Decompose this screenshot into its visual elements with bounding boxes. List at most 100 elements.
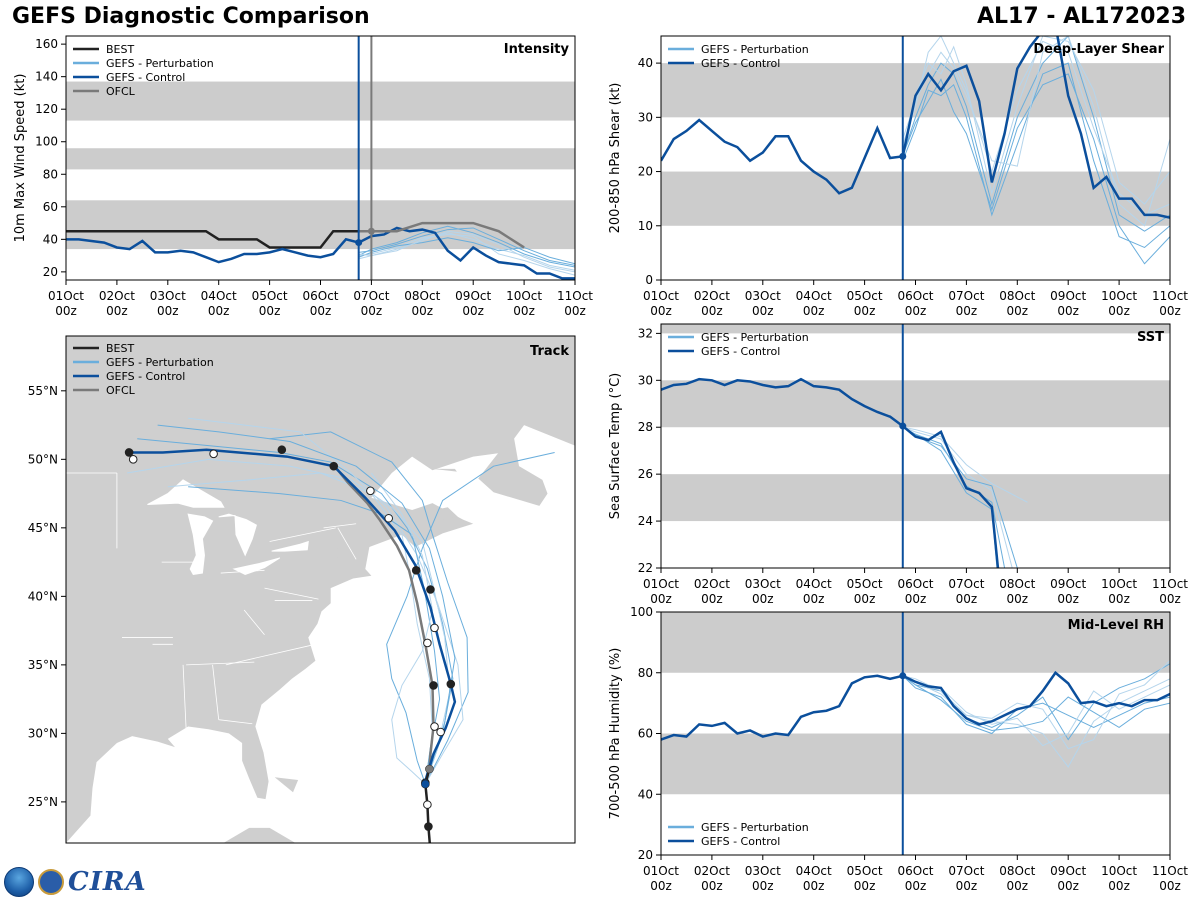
shear-threshold-band [661, 171, 1170, 226]
sst-x-tick-sublabel: 00z [1057, 592, 1079, 606]
rh-x-tick-label: 04Oct [796, 864, 832, 878]
rh-control-init-marker [899, 672, 907, 680]
intensity-legend-label: BEST [106, 43, 134, 56]
sst-x-tick-label: 01Oct [643, 577, 679, 591]
sst-title: SST [1137, 330, 1164, 345]
rh-x-tick-label: 10Oct [1101, 864, 1137, 878]
shear-legend-label: GEFS - Control [701, 57, 780, 70]
intensity-x-tick-sublabel: 00z [310, 304, 332, 318]
track-lake [232, 557, 281, 575]
rh-x-tick-sublabel: 00z [752, 879, 774, 893]
sst-legend-label: GEFS - Perturbation [701, 331, 809, 344]
track-ofcl-init-marker [425, 765, 434, 773]
shear-x-tick-sublabel: 00z [650, 304, 672, 318]
track-control-init-marker [421, 780, 430, 788]
shear-x-tick-sublabel: 00z [905, 304, 927, 318]
rh-panel: 2040608010001Oct00z02Oct00z03Oct00z04Oct… [608, 605, 1188, 893]
intensity-x-tick-label: 03Oct [150, 289, 186, 303]
track-gefs-control-line [127, 448, 457, 785]
sst-y-tick-label: 24 [638, 514, 653, 528]
rh-title: Mid-Level RH [1068, 618, 1164, 633]
intensity-gefs-control-line [66, 226, 575, 280]
noaa-logo-icon [4, 867, 34, 897]
intensity-y-tick-label: 160 [35, 37, 58, 51]
intensity-panel: 2040608010012014016001Oct00z02Oct00z03Oc… [13, 35, 593, 318]
sst-y-tick-label: 32 [638, 326, 653, 340]
sst-x-tick-sublabel: 00z [1159, 592, 1181, 606]
track-perturbation-member [167, 472, 433, 785]
track-position-marker [329, 461, 339, 471]
sst-panel: 22242628303201Oct00z02Oct00z03Oct00z04Oc… [608, 323, 1188, 606]
track-land [66, 336, 575, 843]
shear-x-tick-label: 09Oct [1050, 289, 1086, 303]
intensity-x-tick-sublabel: 00z [208, 304, 230, 318]
track-plot-area [66, 336, 575, 843]
intensity-x-tick-label: 09Oct [455, 289, 491, 303]
shear-x-tick-label: 03Oct [745, 289, 781, 303]
track-lat-tick-label: 40°N [28, 589, 58, 603]
track-border-line [323, 523, 357, 529]
sst-control-init-marker [899, 422, 907, 430]
rh-x-tick-sublabel: 00z [803, 879, 825, 893]
track-land [330, 541, 338, 560]
rh-legend-label: GEFS - Control [701, 835, 780, 848]
intensity-x-tick-sublabel: 00z [361, 304, 383, 318]
track-ofcl-line [333, 465, 435, 770]
track-legend-label: BEST [106, 342, 134, 355]
shear-plot-area [661, 36, 1170, 265]
rh-x-tick-label: 01Oct [643, 864, 679, 878]
track-lake [147, 479, 225, 508]
track-position-marker [384, 513, 394, 523]
rh-x-tick-label: 09Oct [1050, 864, 1086, 878]
sst-legend-label: GEFS - Control [701, 345, 780, 358]
rh-x-tick-sublabel: 00z [905, 879, 927, 893]
intensity-x-tick-sublabel: 00z [157, 304, 179, 318]
sst-frame [660, 323, 1171, 569]
track-perturbation-member [188, 417, 464, 785]
track-perturbation-member [269, 431, 469, 785]
track-border-line [218, 719, 253, 725]
intensity-threshold-band [66, 148, 575, 170]
shear-x-tick-label: 10Oct [1101, 289, 1137, 303]
track-border-line [225, 643, 316, 666]
shear-x-tick-label: 01Oct [643, 289, 679, 303]
intensity-x-tick-sublabel: 00z [513, 304, 535, 318]
rh-perturbation-member [902, 675, 1170, 768]
rh-x-tick-label: 08Oct [999, 864, 1035, 878]
shear-x-tick-sublabel: 00z [701, 304, 723, 318]
intensity-plot-area [66, 81, 575, 280]
track-island [432, 468, 457, 472]
intensity-perturbation-member [358, 227, 575, 266]
rh-perturbation-member [902, 675, 1170, 731]
track-position-marker [423, 638, 432, 648]
intensity-x-tick-label: 11Oct [557, 289, 593, 303]
intensity-x-tick-sublabel: 00z [564, 304, 586, 318]
track-lat-tick-label: 55°N [28, 384, 58, 398]
shear-title: Deep-Layer Shear [1033, 42, 1164, 57]
shear-y-tick-label: 10 [638, 219, 653, 233]
intensity-x-tick-label: 08Oct [404, 289, 440, 303]
track-position-marker [366, 486, 375, 496]
shear-panel: 01020304001Oct00z02Oct00z03Oct00z04Oct00… [608, 35, 1188, 318]
rh-x-tick-sublabel: 00z [701, 879, 723, 893]
track-perturbation-member [126, 458, 451, 785]
sst-x-tick-sublabel: 00z [956, 592, 978, 606]
track-island [274, 777, 299, 793]
track-position-marker [423, 800, 432, 809]
track-perturbation-member [386, 451, 555, 785]
shear-x-tick-label: 11Oct [1152, 289, 1188, 303]
track-position-marker [430, 623, 439, 633]
shear-x-tick-label: 05Oct [847, 289, 883, 303]
sst-x-tick-sublabel: 00z [1108, 592, 1130, 606]
rh-x-tick-sublabel: 00z [1057, 879, 1079, 893]
sst-x-tick-sublabel: 00z [1007, 592, 1029, 606]
intensity-x-tick-label: 10Oct [506, 289, 542, 303]
intensity-y-tick-label: 40 [43, 232, 58, 246]
sst-x-tick-sublabel: 00z [803, 592, 825, 606]
intensity-x-tick-sublabel: 00z [412, 304, 434, 318]
sst-x-tick-label: 10Oct [1101, 577, 1137, 591]
intensity-y-tick-label: 100 [35, 135, 58, 149]
intensity-legend-label: GEFS - Control [106, 71, 185, 84]
rh-legend-label: GEFS - Perturbation [701, 821, 809, 834]
rh-plot-area [661, 612, 1170, 795]
